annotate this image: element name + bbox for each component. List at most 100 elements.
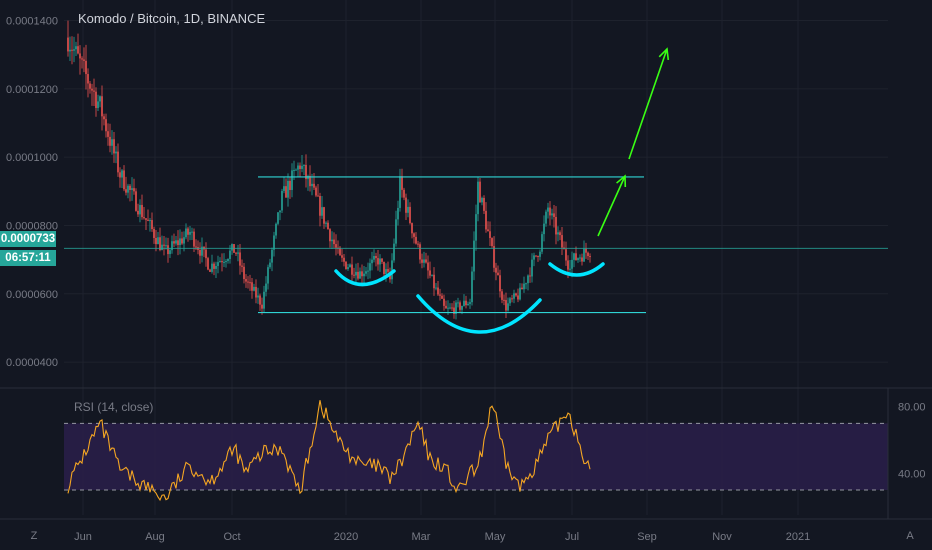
candle-body [297,165,299,170]
candle-body [501,291,503,300]
long-arrow [628,47,670,160]
candle-body [167,245,169,255]
candle-body [293,169,295,171]
candle-body [239,252,241,266]
candle-body [399,176,401,208]
candle-body [589,256,591,258]
candle-body [465,300,467,306]
candle-body [261,304,263,309]
candle-body [513,293,515,299]
candle-body [123,170,125,190]
candle-body [507,303,509,311]
horizontal-levels[interactable] [64,176,888,314]
arrow-head [616,174,627,188]
candle-body [113,139,115,154]
chart-symbol-title: Komodo / Bitcoin, 1D, BINANCE [78,11,266,26]
candle-body [165,245,167,247]
candle-body [301,165,303,169]
candle-body [335,244,337,248]
candle-body [209,269,211,272]
candle-body [577,258,579,261]
candle-body [517,295,519,300]
candle-body [159,237,161,251]
candle-body [459,302,461,310]
candle-body [249,282,251,284]
candle-body [575,253,577,261]
candle-body [69,49,71,52]
candle-body [291,170,293,190]
candle-body [419,244,421,260]
candle-body [269,262,271,268]
candle-body [179,238,181,246]
candle-body [225,261,227,263]
candle-body [569,268,571,270]
candle-body [309,175,311,187]
candle-body [217,262,219,266]
candle-body [541,234,543,252]
candle-body [363,273,365,277]
auto-scale-button[interactable]: A [906,530,914,542]
candle-body [111,139,113,146]
candle-body [467,303,469,306]
candle-body [539,251,541,257]
candle-body [475,214,477,241]
candle-body [381,258,383,262]
candle-body [353,274,355,276]
candle-body [149,220,151,222]
candle-body [411,223,413,234]
candle-body [485,210,487,230]
candle-body [547,207,549,212]
candle-body [323,207,325,224]
candle-body [553,213,555,217]
arrow-shaft [597,175,626,237]
candle-body [265,283,267,292]
candle-body [551,213,553,216]
candle-body [427,262,429,271]
time-tick-label: Oct [223,531,240,543]
candle-body [253,286,255,291]
candle-body [369,263,371,271]
timezone-button[interactable]: Z [30,530,38,542]
candle-body [403,189,405,198]
candle-body [555,216,557,235]
price-tick-label: 0.0000600 [6,289,58,301]
candle-body [519,287,521,300]
candle-body [257,295,259,298]
candle-body [397,207,399,220]
candle-body [367,270,369,272]
candle-body [173,241,175,244]
candle-body [67,37,69,52]
candle-body [431,274,433,276]
candle-body [145,218,147,220]
candle-body [271,249,273,263]
candle-body [413,233,415,237]
candle-body [385,269,387,275]
candle-body [417,243,419,245]
candle-body [463,300,465,306]
candle-body [89,83,91,89]
candle-body [391,260,393,280]
candle-body [107,131,109,137]
candle-body [579,257,581,259]
candle-body [497,272,499,276]
candle-body [443,298,445,306]
candle-body [545,211,547,224]
candle-body [439,294,441,296]
candle-body [227,258,229,262]
candle-body [105,119,107,132]
candle-body [213,263,215,269]
candle-body [295,169,297,171]
candle-body [525,283,527,285]
candle-body [537,256,539,258]
candle-body [445,305,447,309]
drawings[interactable] [334,47,670,334]
candle-body [131,188,133,190]
candle-body [119,172,121,178]
candle-body [433,274,435,289]
candle-body [221,261,223,263]
time-tick-label: 2021 [786,531,810,543]
candle-body [423,259,425,263]
candle-body [401,176,403,190]
price-tick-label: 0.0000400 [6,357,58,369]
